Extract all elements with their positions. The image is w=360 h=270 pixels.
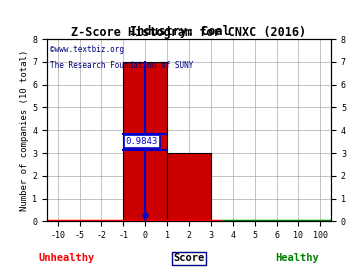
Text: Healthy: Healthy (275, 254, 319, 264)
Bar (167, 153, 211, 221)
Text: The Research Foundation of SUNY: The Research Foundation of SUNY (50, 61, 193, 70)
Y-axis label: Number of companies (10 total): Number of companies (10 total) (20, 50, 29, 211)
Text: ©www.textbiz.org: ©www.textbiz.org (50, 45, 123, 54)
Text: Industry: Coal: Industry: Coal (130, 25, 230, 38)
Text: Score: Score (174, 254, 204, 264)
Text: 0.9843: 0.9843 (126, 137, 158, 146)
Text: Unhealthy: Unhealthy (39, 254, 95, 264)
Title: Z-Score Histogram for CNXC (2016): Z-Score Histogram for CNXC (2016) (71, 26, 307, 39)
Bar (123, 62, 167, 221)
